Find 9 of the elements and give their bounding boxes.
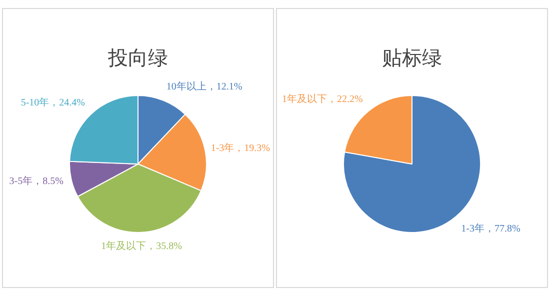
chart-title: 投向绿 <box>107 47 168 70</box>
slice-label: 1年及以下，35.8% <box>101 240 182 252</box>
slice-label: 1年及以下，22.2% <box>282 92 363 105</box>
slice-label: 1-3年，77.8% <box>461 222 520 234</box>
slice-label: 3-5年，8.5% <box>9 174 64 187</box>
slice-label: 10年以上，12.1% <box>166 80 242 93</box>
slice-label: 5-10年，24.4% <box>20 96 85 108</box>
slice-label: 1-3年，19.3% <box>210 142 270 154</box>
chart-title: 贴标绿 <box>382 47 442 70</box>
